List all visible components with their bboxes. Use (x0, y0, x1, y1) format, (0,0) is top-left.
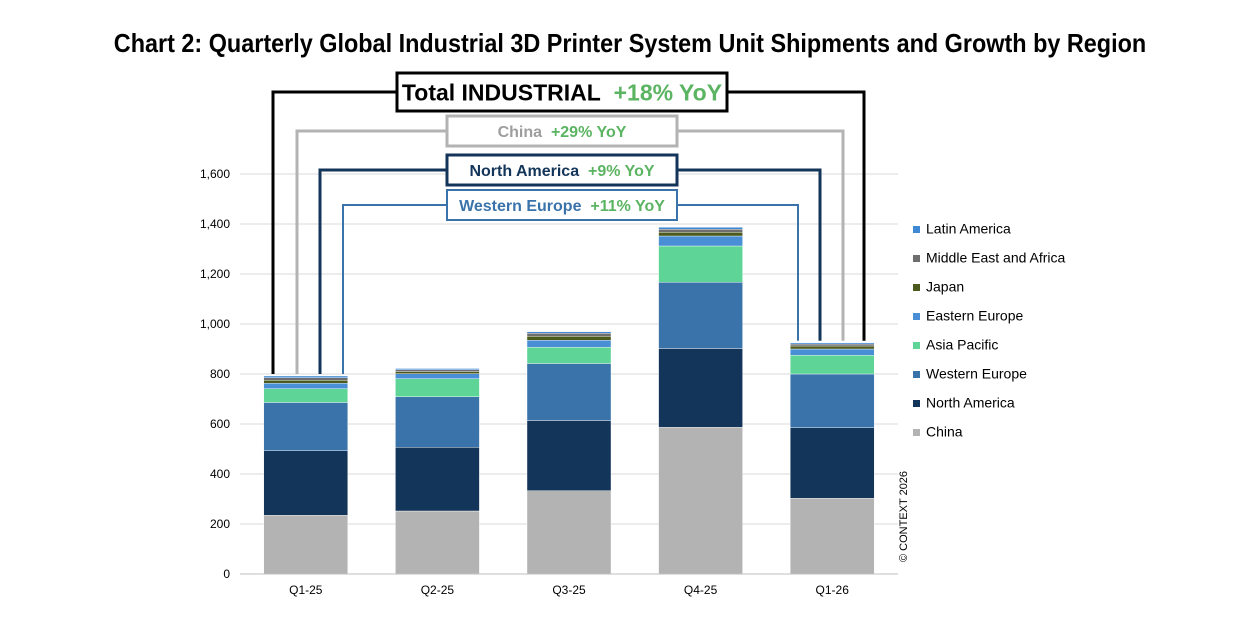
bar-segment (526, 347, 612, 364)
bar-segment (658, 427, 743, 575)
annotation-growth: +29% YoY (551, 124, 627, 141)
bar-segment (526, 340, 612, 348)
bar-segment (395, 396, 480, 448)
bar-segment (395, 447, 480, 512)
bar-segment (263, 515, 348, 575)
bar-segment (658, 245, 743, 283)
y-tick-label: 400 (210, 467, 230, 481)
bar-segment (395, 369, 480, 372)
annotation-label: Western Europe +11% YoY (459, 198, 665, 215)
chart-title: Chart 2: Quarterly Global Industrial 3D … (113, 28, 1147, 58)
x-tick-label: Q2-25 (421, 583, 455, 597)
bar-segment (263, 402, 348, 451)
legend-label: Western Europe (926, 366, 1027, 382)
annotation-growth: +9% YoY (588, 163, 655, 180)
legend-swatch (913, 429, 920, 436)
annotation-box (445, 153, 679, 187)
bar-segment (526, 420, 612, 491)
bar-segment (790, 343, 875, 347)
bar-segment (790, 373, 875, 428)
legend-label: Asia Pacific (926, 337, 998, 353)
annotation-region: China (498, 124, 551, 141)
bar-segment (395, 371, 480, 374)
legend: Latin America Middle East and Africa Japan… (913, 221, 1066, 440)
bars (263, 227, 875, 575)
y-tick-label: 1,200 (200, 267, 230, 281)
legend-swatch (913, 255, 920, 262)
legend-swatch (913, 284, 920, 291)
annotation-box (395, 71, 729, 113)
yoy-annotations: Total INDUSTRIAL +18% YoY China +29% YoY N… (271, 71, 866, 374)
legend-swatch (913, 371, 920, 378)
bar-segment (790, 355, 875, 375)
bar-segment (658, 282, 743, 349)
bar-segment (526, 336, 612, 341)
x-tick-label: Q4-25 (684, 583, 718, 597)
bar-segment (526, 490, 612, 575)
y-tick-label: 1,000 (200, 317, 230, 331)
bar-segment (790, 345, 875, 350)
bar-segment (790, 342, 875, 345)
bar-segment (395, 510, 480, 575)
x-tick-label: Q3-25 (552, 583, 586, 597)
bar-segment (526, 333, 612, 337)
legend-swatch (913, 226, 920, 233)
bar-segment (658, 235, 743, 247)
legend-label: Middle East and Africa (926, 250, 1066, 266)
annotation-region: North America (469, 163, 588, 180)
y-tick-label: 1,600 (200, 167, 230, 181)
legend-swatch (913, 400, 920, 407)
bar-segment (658, 229, 743, 233)
copyright-note: © CONTEXT 2026 (898, 471, 910, 562)
bar-segment (790, 427, 875, 499)
y-tick-label: 200 (210, 517, 230, 531)
bar-segment (790, 348, 875, 356)
annotation-region: Western Europe (459, 198, 590, 215)
legend-label: Latin America (926, 221, 1011, 237)
y-tick-label: 600 (210, 417, 230, 431)
legend-swatch (913, 313, 920, 320)
bar-segment (263, 380, 348, 384)
bar-segment (263, 383, 348, 389)
axes: 0 200 400 600 800 1,000 1,200 1,400 1,600 Q1-25 Q2… (200, 167, 898, 597)
y-tick-label: 0 (223, 567, 230, 581)
legend-swatch (913, 342, 920, 349)
x-tick-label: Q1-26 (816, 583, 850, 597)
bar-segment (790, 498, 875, 575)
annotation-growth: +18% YoY (614, 79, 722, 105)
y-tick-label: 800 (210, 367, 230, 381)
annotation-label: China +29% YoY (498, 124, 627, 141)
legend-label: Japan (926, 279, 964, 295)
bar-segment (395, 378, 480, 397)
x-tick-label: Q1-25 (289, 583, 323, 597)
legend-label: Eastern Europe (926, 308, 1023, 324)
annotation-growth: +11% YoY (590, 198, 665, 215)
legend-label: North America (926, 395, 1015, 411)
bar-segment (526, 331, 612, 334)
annotation-label: North America +9% YoY (469, 163, 654, 180)
annotation-region: Total INDUSTRIAL (402, 79, 614, 105)
bar-segment (395, 368, 480, 370)
bar-segment (395, 373, 480, 379)
bar-segment (263, 377, 348, 381)
bar-segment (526, 363, 612, 421)
bar-segment (263, 388, 348, 403)
bar-segment (658, 227, 743, 230)
annotation-label: Total INDUSTRIAL +18% YoY (402, 79, 722, 105)
y-tick-label: 1,400 (200, 217, 230, 231)
bar-segment (263, 375, 348, 378)
legend-label: China (926, 424, 963, 440)
bar-segment (658, 348, 743, 428)
annotation-box (445, 114, 679, 148)
bar-segment (263, 450, 348, 516)
annotation-box (446, 189, 678, 221)
bar-segment (658, 232, 743, 237)
